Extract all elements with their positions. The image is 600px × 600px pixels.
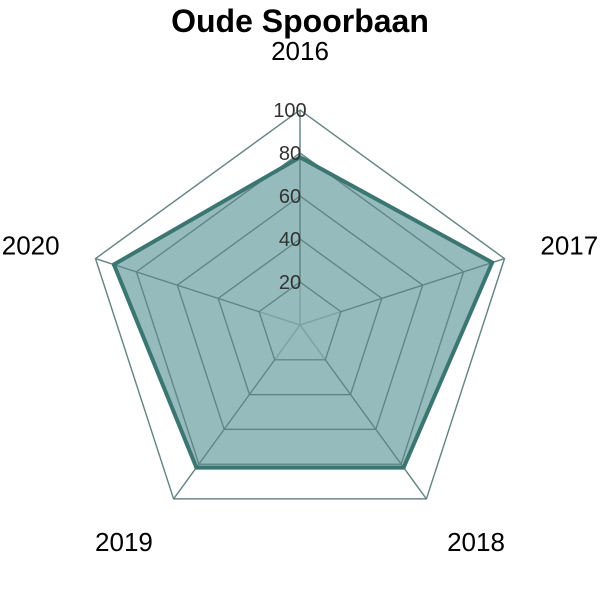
series-area-layer — [113, 157, 493, 468]
chart-title: Oude Spoorbaan — [171, 3, 429, 39]
grid-ring-inner-100 — [94, 109, 506, 500]
grid-ring-inner-40 — [217, 238, 383, 396]
series-point-2018 — [401, 465, 406, 470]
series-point-2017 — [490, 260, 495, 265]
tick-label-40: 40 — [279, 229, 301, 251]
series-area-0 — [113, 157, 493, 468]
axis-labels: 2016 2017 2018 2019 2020 — [2, 36, 598, 557]
axis-label-2016: 2016 — [271, 36, 329, 66]
axis-label-2018: 2018 — [447, 527, 505, 557]
series-point-2016 — [298, 155, 302, 160]
grid-ring-inner-60 — [176, 195, 424, 430]
axis-label-2019: 2019 — [95, 527, 153, 557]
tick-label-100: 100 — [273, 100, 306, 122]
spoke-inner-2019 — [173, 359, 276, 500]
grid-ring-inner-80 — [135, 152, 465, 465]
radial-tick-labels: 20 40 60 80 100 — [273, 100, 306, 294]
series-point-2020 — [111, 262, 116, 267]
tick-label-60: 60 — [279, 186, 301, 208]
spoke-inner-2020 — [95, 258, 260, 313]
series-point-2019 — [194, 465, 199, 470]
axis-label-2020: 2020 — [2, 231, 60, 261]
spoke-inner-2017 — [340, 258, 505, 313]
inner-grid — [94, 109, 506, 500]
series-outline-layer — [111, 155, 495, 470]
series-outline-0 — [111, 155, 495, 470]
tick-label-80: 80 — [279, 143, 301, 165]
tick-label-20: 20 — [279, 272, 301, 294]
spoke-inner-2018 — [324, 359, 427, 500]
axis-label-2017: 2017 — [540, 231, 598, 261]
grid-ring-inner-20 — [258, 281, 342, 361]
